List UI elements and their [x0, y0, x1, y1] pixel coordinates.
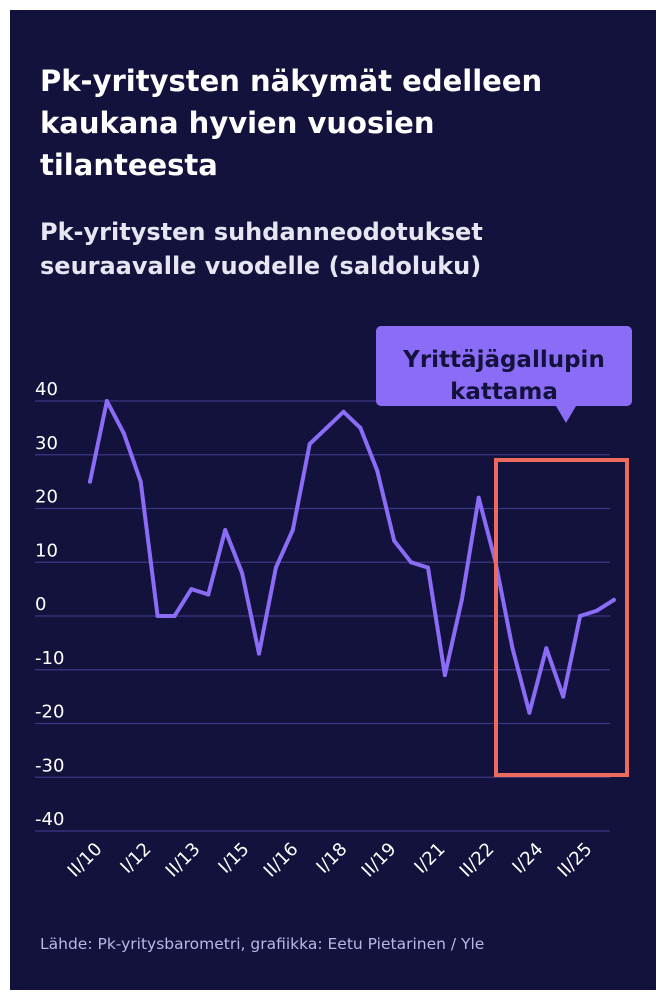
y-tick-label: -40 — [35, 809, 64, 830]
data-point — [172, 614, 177, 618]
callout-line-2: kattama — [450, 379, 558, 405]
data-point — [223, 528, 228, 532]
y-tick-label: -10 — [35, 648, 64, 669]
data-point — [561, 694, 566, 699]
x-tick-label: II/22 — [456, 839, 499, 882]
y-tick-label: 0 — [35, 594, 46, 615]
x-tick-label: I/15 — [214, 839, 253, 878]
y-tick-label: 30 — [35, 433, 58, 454]
data-point — [240, 571, 245, 575]
data-point — [442, 673, 447, 678]
y-tick-label: -30 — [35, 755, 64, 776]
x-tick-label: I/18 — [312, 839, 351, 878]
data-point — [510, 646, 515, 651]
data-point — [611, 597, 616, 602]
x-tick-label: II/25 — [554, 839, 597, 882]
data-point — [476, 495, 481, 500]
x-tick-label: I/12 — [116, 839, 155, 878]
data-point — [392, 538, 397, 543]
x-tick-label: I/24 — [508, 839, 547, 878]
data-point — [273, 565, 278, 570]
x-tick-label: II/16 — [260, 839, 303, 882]
data-point — [375, 468, 380, 473]
chart-title: Pk-yritysten näkymät edelleen kaukana hy… — [40, 64, 543, 182]
data-point — [341, 409, 346, 414]
chart-subtitle: Pk-yritysten suhdanneodotukset seuraaval… — [40, 218, 483, 280]
chart-card: Pk-yritysten näkymät edelleen kaukana hy… — [10, 10, 656, 990]
data-point — [595, 608, 599, 613]
data-point — [307, 442, 312, 446]
series-line — [88, 399, 616, 715]
data-point — [324, 425, 329, 430]
data-point — [104, 399, 109, 403]
data-point — [527, 710, 532, 715]
x-tick-label: II/13 — [162, 839, 205, 882]
callout-pointer — [556, 406, 576, 423]
data-point — [88, 479, 92, 484]
data-point — [155, 614, 160, 618]
y-tick-label: -20 — [35, 702, 64, 723]
data-point — [138, 479, 143, 484]
y-tick-label: 40 — [35, 379, 58, 400]
data-point — [459, 597, 464, 602]
data-point — [409, 560, 414, 565]
highlight-box — [494, 458, 629, 777]
data-point — [358, 425, 363, 430]
x-tick-label: II/19 — [358, 839, 401, 882]
y-tick-label: 20 — [35, 487, 58, 508]
data-point — [257, 651, 261, 656]
data-point — [544, 646, 549, 651]
data-point — [189, 587, 194, 592]
data-point — [206, 592, 211, 597]
data-point — [121, 431, 126, 436]
source-note: Lähde: Pk-yritysbarometri, grafiikka: Ee… — [40, 935, 485, 953]
callout-line-1: Yrittäjägallupin — [402, 347, 605, 373]
y-tick-label: 10 — [35, 540, 58, 561]
data-point — [426, 565, 430, 570]
data-point — [290, 528, 295, 532]
callout-box — [376, 326, 632, 406]
x-tick-label: I/21 — [410, 839, 449, 878]
data-point — [578, 614, 583, 618]
callout-label: Yrittäjägallupin kattama — [402, 347, 605, 405]
x-tick-label: II/10 — [64, 839, 107, 882]
